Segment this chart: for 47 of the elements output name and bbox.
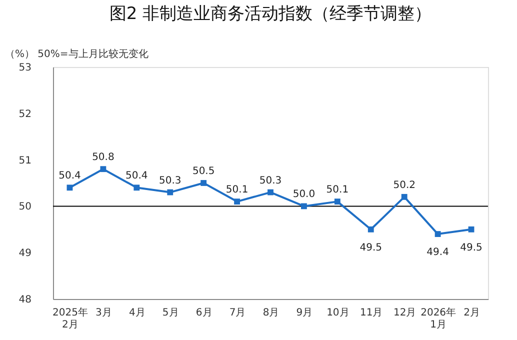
- chart-title: 图2 非制造业商务活动指数（经季节调整）: [109, 4, 432, 24]
- x-tick-label: 7月: [229, 308, 246, 318]
- x-tick-label: 11月: [360, 308, 383, 318]
- point: [100, 166, 106, 172]
- y-tick-label: 53: [18, 62, 32, 74]
- x-tick-label: 8月: [262, 308, 280, 318]
- text: 50.3: [158, 175, 182, 186]
- text: 50.2: [393, 180, 416, 191]
- y-tick-label: 49: [18, 248, 32, 260]
- text: 49.5: [360, 242, 382, 254]
- x-tick-label: 4月: [128, 308, 146, 318]
- point: [301, 203, 307, 210]
- point: [401, 194, 408, 200]
- x-tick-label: 9月: [296, 308, 313, 318]
- y-tick-label: 50: [18, 202, 32, 213]
- y-tick-label: 48: [18, 294, 32, 306]
- point: [134, 184, 140, 191]
- text: 50.3: [259, 175, 282, 186]
- point: [468, 226, 474, 232]
- text: 49.5: [460, 242, 482, 254]
- text: 50.5: [192, 166, 215, 177]
- text: 50.0: [292, 189, 316, 200]
- text: 50.1: [226, 184, 248, 196]
- x-tick-label: 5月: [162, 308, 179, 318]
- text: 49.4: [426, 247, 449, 258]
- y-tick-label: 52: [18, 108, 32, 120]
- point: [334, 198, 340, 205]
- point: [234, 198, 240, 205]
- x-tick-label: 2026年 1月: [420, 306, 456, 330]
- x-tick-label: 2月: [464, 308, 480, 318]
- x-tick-label: 6月: [196, 308, 212, 318]
- text: 50.1: [326, 184, 349, 196]
- point: [66, 184, 73, 191]
- point: [434, 231, 441, 237]
- point: [368, 226, 374, 232]
- point: [200, 180, 207, 186]
- x-tick-label: 3月: [96, 308, 112, 318]
- y-tick-label: 51: [18, 155, 32, 166]
- text: （%） 50%=与上月比较无变化: [5, 49, 148, 60]
- text: 50.4: [58, 170, 81, 182]
- x-tick-label: 10月: [326, 308, 350, 318]
- point: [167, 189, 174, 196]
- text: 50.8: [92, 152, 114, 164]
- x-tick-label: 12月: [393, 308, 416, 318]
- point: [268, 189, 274, 196]
- x-tick-label: 2025年 2月: [52, 306, 88, 330]
- text: 50.4: [126, 170, 148, 182]
